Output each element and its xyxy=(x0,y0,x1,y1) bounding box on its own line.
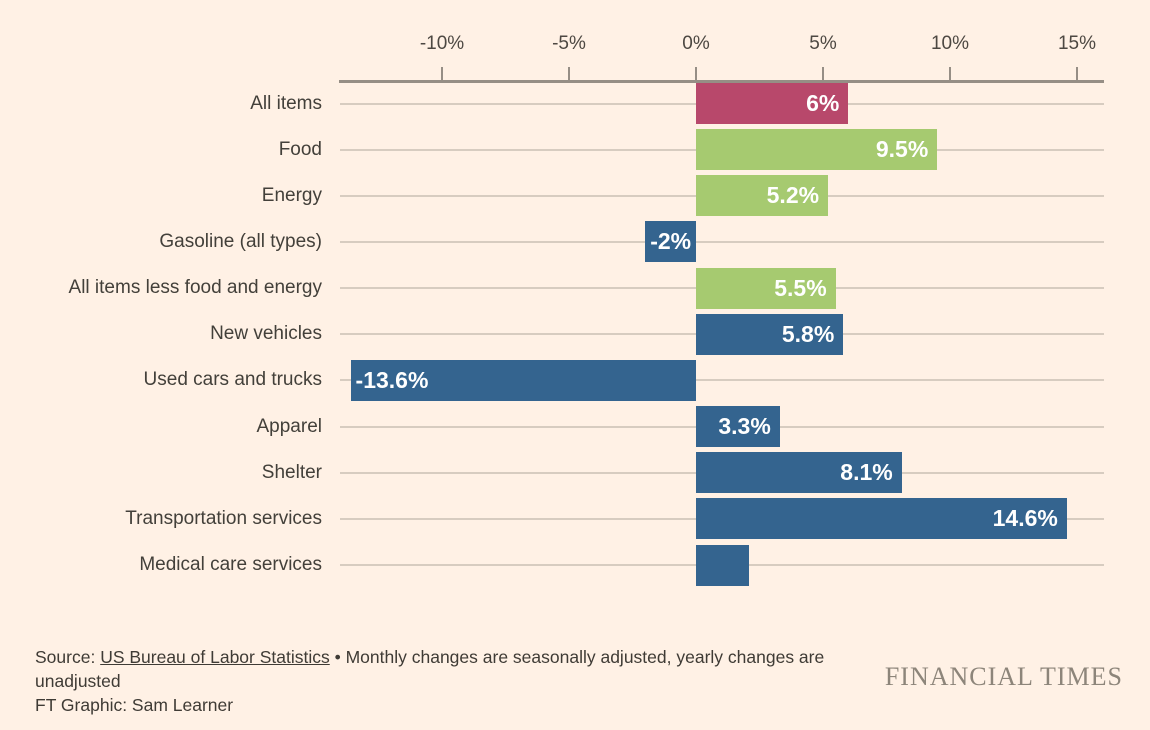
x-tick xyxy=(568,67,570,80)
category-label: Gasoline (all types) xyxy=(159,230,322,252)
x-tick xyxy=(441,67,443,80)
bar-value-label: 5.2% xyxy=(766,182,820,209)
gridline xyxy=(340,240,1104,243)
category-label: New vehicles xyxy=(210,323,322,345)
bar-value-label: 3.3% xyxy=(718,413,771,440)
source-note: Source: US Bureau of Labor Statistics • … xyxy=(35,645,883,717)
category-label: Medical care services xyxy=(139,554,322,575)
x-tick xyxy=(695,67,697,80)
source-link[interactable]: US Bureau of Labor Statistics xyxy=(100,647,330,667)
bar-value-label: 9.5% xyxy=(875,136,929,163)
x-tick-label: 0% xyxy=(682,33,710,54)
bar-value-label: -13.6% xyxy=(355,366,429,393)
bar: 5.5% xyxy=(696,267,836,309)
bar-value-label: 5.5% xyxy=(774,274,827,301)
bar-value-label: 8.1% xyxy=(840,459,893,486)
x-axis-line xyxy=(339,80,1104,83)
x-tick-label: -5% xyxy=(552,33,586,54)
bar xyxy=(696,544,750,586)
x-tick xyxy=(1076,67,1078,80)
source-line: Source: US Bureau of Labor Statistics • … xyxy=(35,645,883,693)
category-label: Used cars and trucks xyxy=(143,369,322,391)
bar: 3.3% xyxy=(696,406,780,448)
bar: 8.1% xyxy=(696,452,902,494)
bar: 5.8% xyxy=(696,313,844,355)
bar-value-label: 5.8% xyxy=(781,320,835,347)
x-tick-label: -10% xyxy=(419,33,465,54)
x-tick-label: 5% xyxy=(809,33,837,54)
gridline xyxy=(340,379,1104,382)
category-label: Apparel xyxy=(256,415,323,437)
bar: 6% xyxy=(696,83,849,124)
bar-value-label: 14.6% xyxy=(992,505,1058,532)
bar: 9.5% xyxy=(696,129,938,171)
x-tick-label: 15% xyxy=(1057,33,1097,54)
bar: 5.2% xyxy=(696,175,829,217)
category-label: All items xyxy=(250,92,322,114)
x-tick xyxy=(949,67,951,80)
ft-graphic-credit: FT Graphic: Sam Learner xyxy=(35,695,234,715)
category-label: Shelter xyxy=(261,461,322,483)
bar-value-label: 6% xyxy=(806,90,840,116)
source-rest: • Monthly changes are seasonally adjuste… xyxy=(35,647,825,691)
bar: -2% xyxy=(645,221,696,263)
bar: 14.6% xyxy=(696,498,1067,540)
bar-value-label: -2% xyxy=(650,228,692,255)
source-prefix: Source: xyxy=(35,647,101,667)
ft-logo: FINANCIAL TIMES xyxy=(884,662,1123,691)
x-tick xyxy=(822,67,824,80)
category-label: All items less food and energy xyxy=(68,277,322,299)
bar: -13.6% xyxy=(350,359,696,401)
x-tick-label: 10% xyxy=(930,33,970,54)
category-label: Food xyxy=(278,138,322,160)
category-label: Transportation services xyxy=(125,507,322,529)
category-label: Energy xyxy=(261,184,322,206)
